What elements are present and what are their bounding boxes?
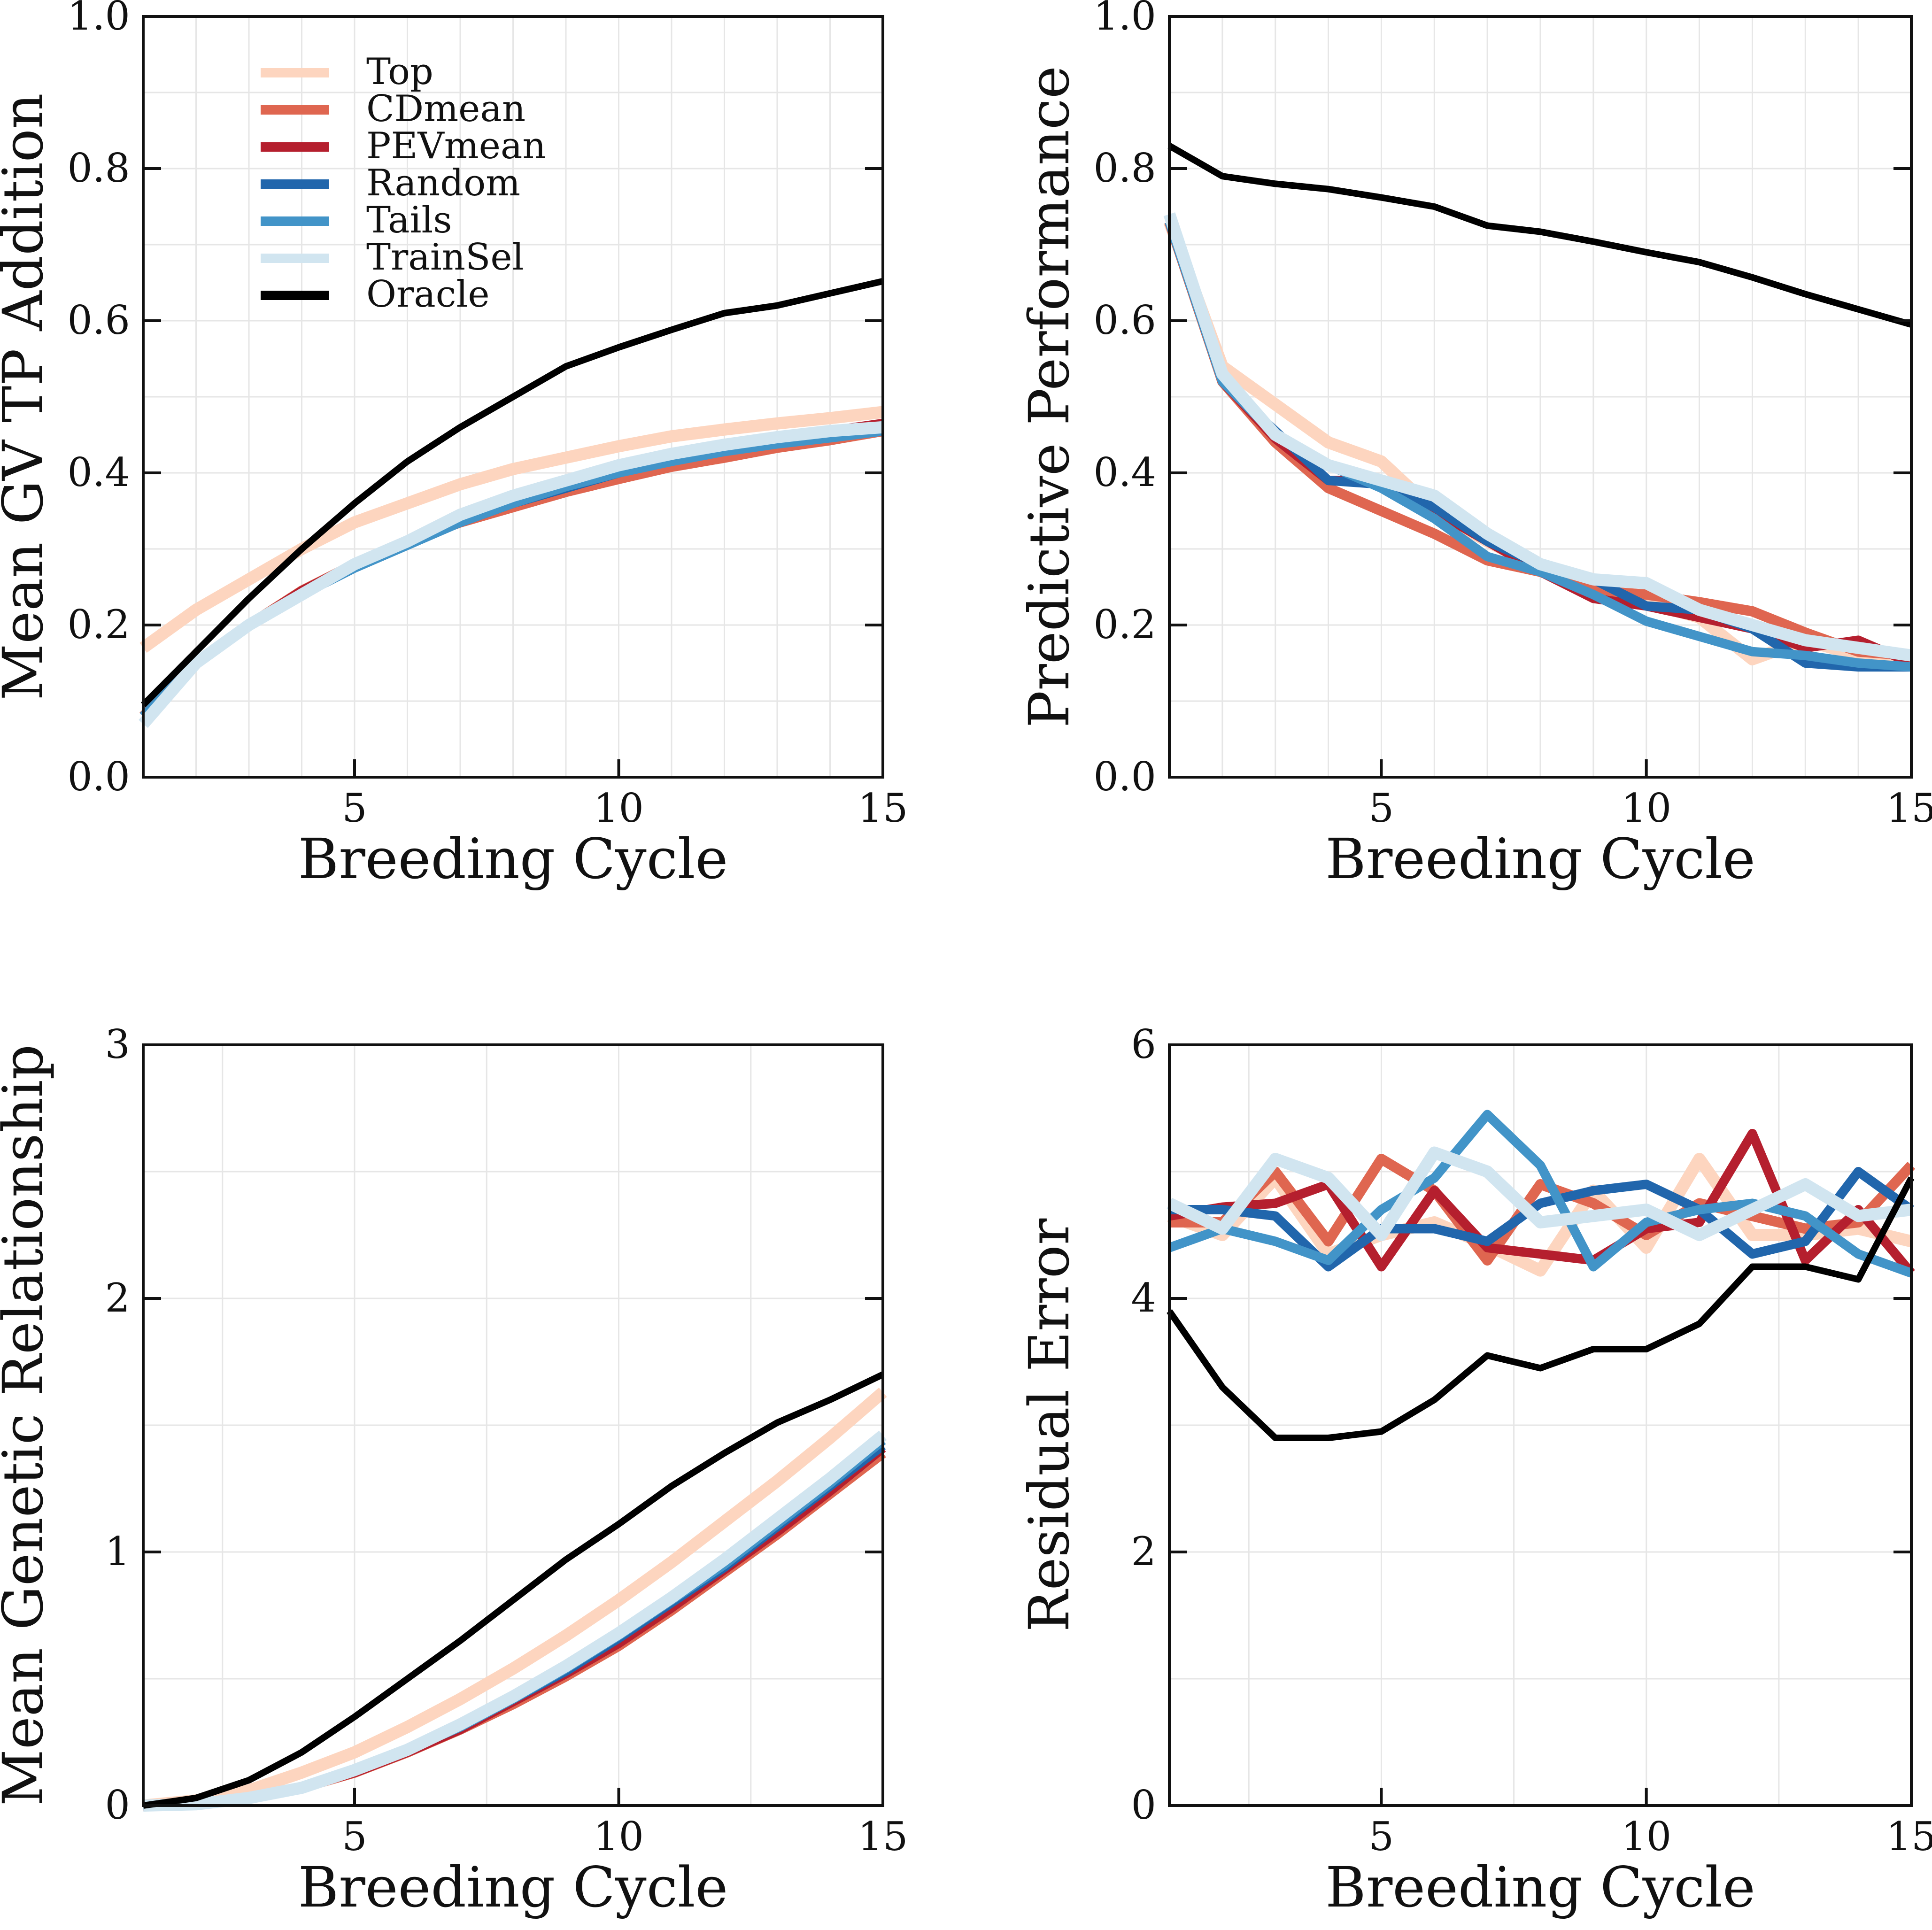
tick-labels: 5 10 15 0.0 0.2 0.4 0.6 0.8 1.0 bbox=[67, 0, 908, 831]
series-line-tails bbox=[143, 1436, 886, 1810]
y-tick-label: 0.0 bbox=[1093, 754, 1156, 800]
plot-frame bbox=[1168, 15, 1913, 779]
series-line-oracle bbox=[141, 278, 884, 708]
plot-frame bbox=[1168, 1043, 1913, 1807]
y-tick-label: 1 bbox=[105, 1529, 130, 1575]
x-tick-label: 10 bbox=[1621, 785, 1671, 831]
y-tick-label: 0.4 bbox=[1093, 449, 1156, 495]
tick-marks bbox=[1169, 1043, 1913, 1807]
panel-mean-gv-tp-addition: 5 10 15 0.0 0.2 0.4 0.6 0.8 1.0 Breeding Cycle M… bbox=[0, 0, 908, 891]
series-line-oracle bbox=[1167, 1176, 1915, 1441]
y-tick-label: 4 bbox=[1131, 1275, 1156, 1321]
x-tick-label: 10 bbox=[594, 1814, 644, 1860]
legend-label-top: Top bbox=[366, 51, 433, 93]
y-tick-label: 0.4 bbox=[67, 449, 130, 495]
x-tick-label: 5 bbox=[1369, 785, 1394, 831]
tick-labels: 5 10 15 0 2 4 6 bbox=[1131, 1021, 1932, 1860]
series-line-trainsel bbox=[1167, 1146, 1912, 1241]
series-line-trainsel bbox=[143, 1430, 887, 1812]
series-line-oracle bbox=[1167, 143, 1912, 328]
y-tick-label: 0.6 bbox=[67, 297, 130, 343]
y-tick-label: 3 bbox=[105, 1021, 130, 1067]
y-tick-label: 0.6 bbox=[1093, 297, 1156, 343]
y-tick-label: 0.8 bbox=[1093, 145, 1156, 191]
series-line-pevmean bbox=[1168, 1129, 1915, 1276]
x-axis-title: Breeding Cycle bbox=[298, 826, 728, 891]
tick-labels: 5 10 15 0 1 2 3 bbox=[105, 1021, 908, 1860]
legend: TopCDmeanPEVmeanRandomTailsTrainSelOracl… bbox=[261, 51, 546, 316]
series-line-tails bbox=[1167, 1110, 1913, 1278]
legend-label-pevmean: PEVmean bbox=[366, 125, 546, 167]
y-tick-label: 0 bbox=[105, 1782, 130, 1828]
y-tick-label: 2 bbox=[105, 1275, 130, 1321]
y-axis-title: Residual Error bbox=[1017, 1218, 1082, 1632]
y-axis-title: Predictive Performance bbox=[1017, 66, 1082, 728]
x-tick-label: 10 bbox=[594, 785, 644, 831]
panel-residual-error: 5 10 15 0 2 4 6 Breeding Cycle Residual Error bbox=[1017, 1021, 1932, 1920]
legend-label-random: Random bbox=[366, 162, 520, 204]
series-line-trainsel bbox=[139, 421, 883, 728]
y-tick-label: 0.0 bbox=[67, 754, 130, 800]
grid bbox=[1169, 16, 1911, 777]
legend-label-cdmean: CDmean bbox=[366, 88, 526, 130]
series-lines bbox=[1163, 143, 1913, 672]
y-tick-label: 1.0 bbox=[1093, 0, 1156, 39]
x-tick-label: 15 bbox=[1886, 785, 1932, 831]
tick-marks bbox=[143, 1043, 884, 1807]
panel-predictive-performance: 5 10 15 0.0 0.2 0.4 0.6 0.8 1.0 Breeding Cycle P… bbox=[1017, 0, 1932, 891]
panel-mean-genetic-relationship: 5 10 15 0 1 2 3 Breeding Cycle Mean Genetic Re… bbox=[0, 1021, 908, 1920]
y-tick-label: 1.0 bbox=[67, 0, 130, 39]
x-tick-label: 5 bbox=[342, 785, 367, 831]
x-tick-label: 15 bbox=[858, 1814, 908, 1860]
series-line-random bbox=[143, 1442, 886, 1810]
series-line-pevmean bbox=[143, 1444, 886, 1810]
series-line-top bbox=[142, 1387, 887, 1812]
tick-marks bbox=[1169, 15, 1913, 779]
x-tick-label: 5 bbox=[342, 1814, 367, 1860]
legend-label-tails: Tails bbox=[366, 199, 452, 241]
tick-labels: 5 10 15 0.0 0.2 0.4 0.6 0.8 1.0 bbox=[1093, 0, 1932, 831]
series-lines bbox=[142, 1371, 887, 1812]
tick-marks bbox=[143, 15, 884, 779]
x-tick-label: 15 bbox=[858, 785, 908, 831]
y-tick-label: 0 bbox=[1131, 1782, 1156, 1828]
series-line-trainsel bbox=[1163, 212, 1912, 662]
series-line-top bbox=[139, 406, 884, 653]
x-axis-title: Breeding Cycle bbox=[1325, 826, 1755, 891]
plot-frame bbox=[142, 15, 884, 779]
legend-label-trainsel: TrainSel bbox=[366, 236, 524, 278]
x-tick-label: 10 bbox=[1621, 1814, 1671, 1860]
x-axis-title: Breeding Cycle bbox=[298, 1855, 728, 1920]
series-line-cdmean bbox=[143, 1449, 886, 1811]
y-tick-label: 0.2 bbox=[67, 602, 130, 648]
x-tick-label: 15 bbox=[1886, 1814, 1932, 1860]
series-line-random bbox=[1169, 1167, 1914, 1272]
series-lines bbox=[1167, 1110, 1916, 1441]
x-axis-title: Breeding Cycle bbox=[1325, 1855, 1755, 1920]
legend-label-oracle: Oracle bbox=[366, 273, 490, 316]
y-tick-label: 0.8 bbox=[67, 145, 130, 191]
y-tick-label: 2 bbox=[1131, 1529, 1156, 1575]
plot-frame bbox=[142, 1043, 884, 1807]
y-tick-label: 6 bbox=[1131, 1021, 1156, 1067]
series-lines bbox=[139, 278, 884, 728]
y-axis-title: Mean GV TP Addition bbox=[0, 93, 55, 700]
series-line-oracle bbox=[143, 1371, 885, 1809]
y-tick-label: 0.2 bbox=[1093, 602, 1156, 648]
x-tick-label: 5 bbox=[1369, 1814, 1394, 1860]
y-axis-title: Mean Genetic Relationship bbox=[0, 1044, 55, 1806]
